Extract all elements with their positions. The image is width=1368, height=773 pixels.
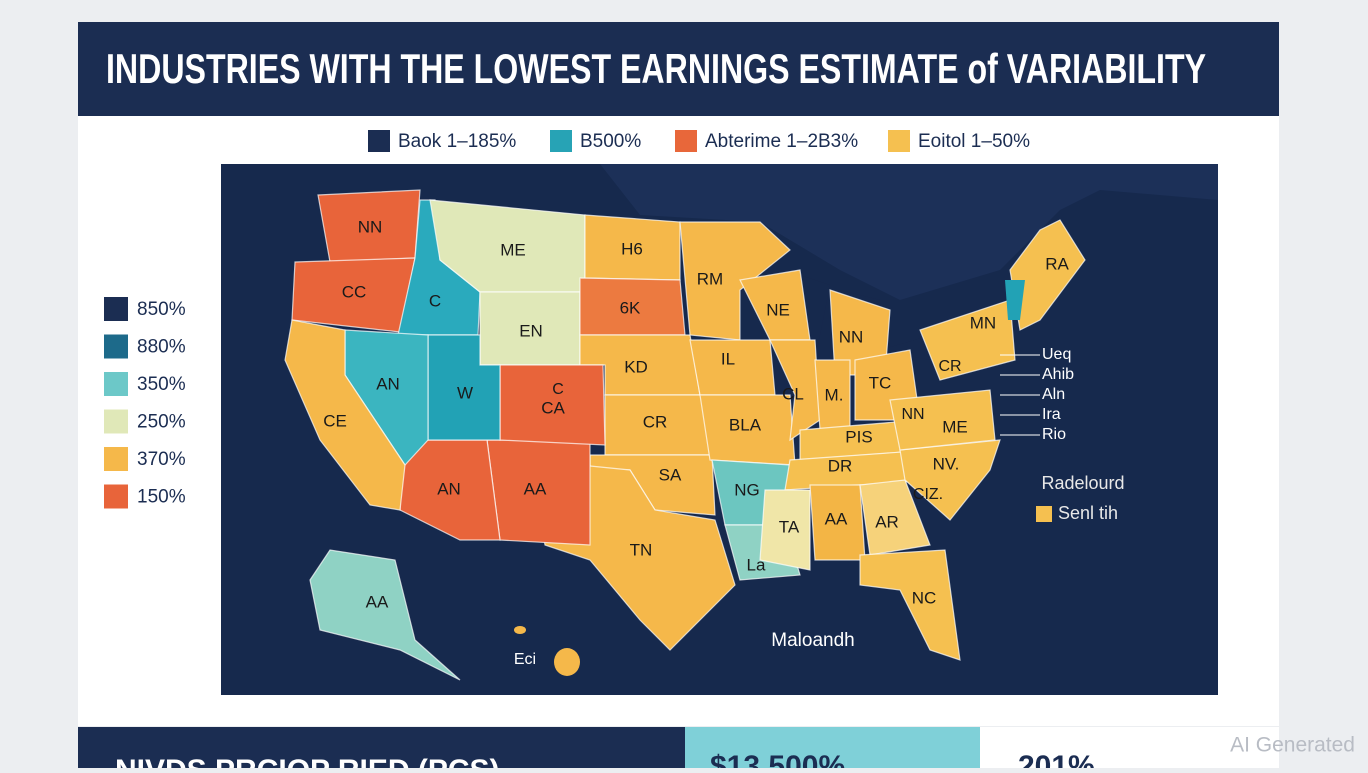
- state: [679, 221, 791, 341]
- legend-swatch: [550, 130, 572, 152]
- state-label: NV.: [933, 454, 960, 473]
- state-label: CC: [342, 282, 367, 301]
- legend-label: Abterime 1–2B3%: [705, 131, 858, 152]
- legend-label: 880%: [137, 337, 186, 358]
- state-label: NN: [839, 327, 864, 346]
- legend-swatch: [104, 447, 128, 471]
- footer-middle-text: $13.500%: [710, 750, 845, 768]
- footer-right-text: 201%: [1018, 750, 1095, 768]
- vermont: [1005, 280, 1025, 320]
- state: [859, 549, 961, 661]
- state: [1009, 219, 1086, 331]
- state-label: AN: [437, 479, 461, 498]
- state: [859, 479, 931, 556]
- state-label: AA: [825, 509, 848, 528]
- legend-swatch: [888, 130, 910, 152]
- legend-swatch: [104, 409, 128, 434]
- legend-swatch: [104, 484, 128, 509]
- state-label: TN: [630, 540, 653, 559]
- state-label: ME: [500, 240, 526, 259]
- legend-label: 850%: [137, 299, 186, 320]
- state-label: CR: [643, 412, 668, 431]
- state-label: W: [457, 383, 473, 402]
- annotation: Rio: [1042, 426, 1066, 443]
- state-label: Eci: [514, 651, 536, 668]
- state-label: NN: [358, 217, 383, 236]
- annotation: Ueq: [1042, 346, 1071, 363]
- state-label: RA: [1045, 254, 1069, 273]
- state-label: NE: [766, 300, 790, 319]
- state-label: CE: [323, 411, 347, 430]
- state-label: RM: [697, 269, 723, 288]
- annotation: Ahib: [1042, 366, 1074, 383]
- state: [759, 489, 811, 571]
- footer-left: [78, 727, 685, 768]
- state-label: AA: [366, 592, 389, 611]
- hawaii: [514, 626, 526, 634]
- state-label: NG: [734, 480, 760, 499]
- legend-swatch: [104, 372, 128, 396]
- hawaii: [554, 648, 580, 676]
- state-label: C: [552, 381, 564, 398]
- legend-swatch: [104, 297, 128, 321]
- state-label: CR: [938, 358, 961, 375]
- legend-label: Baok 1–185%: [398, 131, 516, 152]
- legend-label: 150%: [137, 487, 186, 508]
- state-label: H6: [621, 239, 643, 258]
- footer-left-text: NIVDS PRCIOP RIED (PCS): [115, 754, 500, 768]
- legend-swatch: [368, 130, 390, 152]
- watermark: AI Generated: [1230, 734, 1355, 757]
- state-label: TC: [869, 373, 892, 392]
- legend-label: Eoitol 1–50%: [918, 131, 1030, 152]
- state-label: DR: [828, 456, 853, 475]
- state-label: AN: [376, 374, 400, 393]
- state-label: M.: [825, 385, 844, 404]
- state-label: PIS: [845, 427, 872, 446]
- title-bar: [78, 22, 1279, 116]
- state-label: TA: [779, 517, 800, 536]
- state-label: CA: [541, 398, 565, 417]
- footer-right: [980, 727, 1279, 768]
- state-label: IL: [721, 349, 735, 368]
- state-label: CL: [782, 384, 804, 403]
- state-label: C: [429, 291, 441, 310]
- state-label: AA: [524, 479, 547, 498]
- state-label: 6K: [620, 298, 641, 317]
- legend-label: 370%: [137, 449, 186, 470]
- footer-middle: [685, 727, 980, 768]
- inset-legend-label: Senl tih: [1058, 503, 1118, 523]
- inset-legend-swatch: [1036, 506, 1052, 522]
- title: INDUSTRIES WITH THE LOWEST EARNINGS ESTI…: [106, 45, 1206, 92]
- state-label: CIZ.: [913, 486, 943, 503]
- state-label: ME: [942, 417, 968, 436]
- state: [919, 299, 1016, 381]
- state-label: EN: [519, 321, 543, 340]
- state-label: BLA: [729, 415, 762, 434]
- state-label: AR: [875, 512, 899, 531]
- legend-swatch: [675, 130, 697, 152]
- state: [284, 319, 406, 511]
- legend-label: 250%: [137, 412, 186, 433]
- state: [309, 549, 461, 681]
- state: [889, 389, 996, 451]
- ocean-label: Maloandh: [771, 630, 854, 651]
- canada: [221, 164, 1218, 300]
- annotation: Ira: [1042, 406, 1061, 423]
- state-label: SA: [659, 465, 682, 484]
- legend-label: B500%: [580, 131, 641, 152]
- state-label: MN: [970, 313, 996, 332]
- annotation: Aln: [1042, 386, 1065, 403]
- state-label: NC: [912, 588, 937, 607]
- legend-swatch: [104, 334, 128, 359]
- inset-legend-title: Radelourd: [1041, 473, 1124, 493]
- state-label: KD: [624, 357, 648, 376]
- state-label: NN: [901, 406, 924, 423]
- legend-label: 350%: [137, 374, 186, 395]
